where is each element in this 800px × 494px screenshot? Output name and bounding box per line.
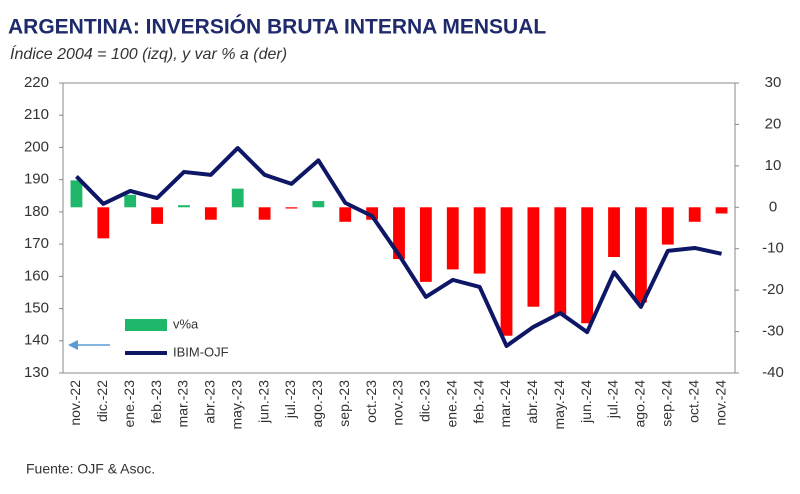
bar (661, 207, 674, 245)
x-tick-label: jun.-24 (578, 380, 594, 424)
bar (446, 207, 459, 270)
y-tick-label: 140 (24, 332, 49, 349)
y-tick-label: 220 (24, 74, 49, 91)
y2-tick-label: 30 (765, 74, 782, 91)
bar (527, 207, 540, 307)
x-tick-label: may.-24 (551, 380, 567, 430)
x-tick-label: jun.-23 (255, 380, 271, 424)
chart-title: ARGENTINA: INVERSIÓN BRUTA INTERNA MENSU… (8, 15, 546, 39)
bar (151, 207, 163, 224)
bar (97, 207, 110, 239)
bar (688, 207, 701, 222)
y-tick-label: 190 (24, 171, 49, 188)
bar (204, 207, 217, 220)
x-tick-label: jul.-23 (282, 380, 298, 419)
bar (608, 207, 620, 257)
bar (715, 207, 728, 214)
bar (581, 207, 594, 324)
x-tick-label: ago.-24 (632, 380, 648, 428)
x-tick-label: feb.-24 (470, 380, 486, 424)
legend-label: v%a (173, 316, 199, 331)
chart-subtitle: Índice 2004 = 100 (izq), y var % a (der) (10, 44, 287, 63)
x-tick-label: ene.-23 (121, 380, 137, 428)
bar (393, 207, 405, 260)
x-tick-label: mar.-24 (497, 380, 513, 428)
y2-tick-label: 10 (765, 157, 782, 174)
y2-tick-label: 20 (765, 115, 782, 132)
bar (419, 207, 432, 282)
x-tick-label: ene.-24 (443, 380, 459, 428)
y2-tick-label: -30 (762, 323, 784, 340)
bar (366, 207, 379, 220)
x-tick-label: dic.-22 (94, 380, 110, 422)
bar (178, 205, 190, 208)
legend-swatch (125, 319, 167, 331)
x-tick-label: sep.-24 (659, 380, 675, 427)
x-tick-label: nov.-22 (67, 380, 83, 426)
source-note: Fuente: OJF & Asoc. (26, 461, 155, 477)
y2-tick-label: -10 (762, 240, 784, 257)
y2-tick-label: -40 (762, 364, 784, 381)
y-tick-label: 170 (24, 235, 49, 252)
y2-tick-label: -20 (762, 281, 784, 298)
x-tick-label: nov.-24 (712, 380, 728, 426)
y-tick-label: 160 (24, 267, 49, 284)
arrow (68, 340, 110, 350)
bar (258, 207, 271, 220)
x-tick-label: abr.-24 (524, 380, 540, 424)
y-tick-label: 180 (24, 203, 49, 220)
line (75, 146, 722, 348)
x-tick-label: ago.-23 (309, 380, 325, 428)
y-tick-label: 150 (24, 300, 49, 317)
bar (554, 207, 567, 315)
x-tick-label: feb.-23 (148, 380, 164, 424)
bar (312, 201, 325, 208)
y2-tick-label: 0 (769, 198, 777, 215)
x-tick-label: oct.-23 (363, 380, 379, 423)
bar (285, 207, 298, 209)
x-tick-label: sep.-23 (336, 380, 352, 427)
bar (635, 207, 647, 303)
x-tick-label: abr.-23 (202, 380, 218, 424)
y-tick-label: 210 (24, 106, 49, 123)
x-tick-label: jul.-24 (605, 380, 621, 419)
bar (231, 188, 244, 208)
bar (500, 207, 513, 336)
plot-frame (62, 82, 736, 374)
x-tick-label: nov.-23 (390, 380, 406, 426)
x-tick-label: may.-23 (228, 380, 244, 430)
bar (70, 180, 83, 208)
x-tick-label: dic.-23 (417, 380, 433, 422)
y-tick-label: 200 (24, 138, 49, 155)
y-tick-label: 130 (24, 364, 49, 381)
bar (473, 207, 486, 274)
x-tick-label: oct.-24 (685, 380, 701, 423)
x-tick-label: mar.-23 (175, 380, 191, 428)
legend-label: IBIM-OJF (173, 344, 229, 359)
bar (339, 207, 352, 222)
bar (124, 194, 137, 208)
